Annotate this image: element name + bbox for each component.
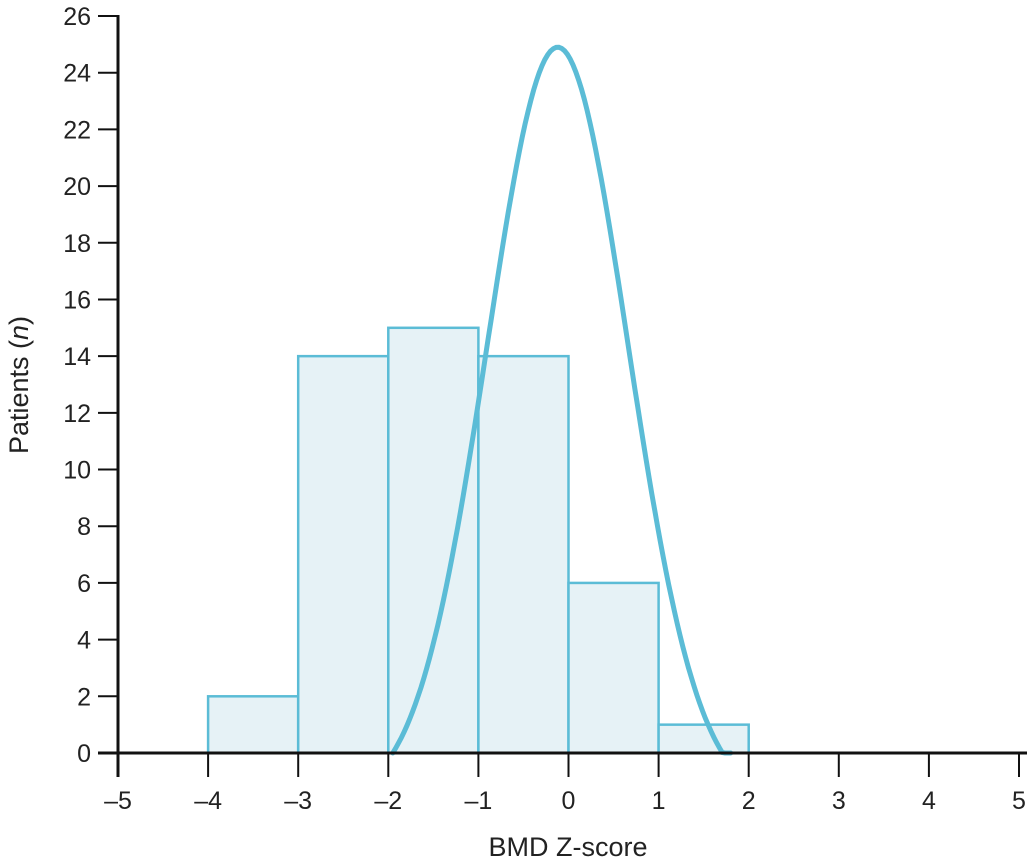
histogram-bars <box>206 326 750 755</box>
y-tick-label: 20 <box>63 173 91 201</box>
y-tick-label: 18 <box>63 230 91 258</box>
y-axis-title-main: Patients ( <box>4 340 34 454</box>
x-axis-title: BMD Z-score <box>488 832 647 862</box>
y-tick-label: 16 <box>63 286 91 314</box>
histogram-bar <box>657 723 750 755</box>
x-tick-label: –2 <box>374 787 402 815</box>
histogram-bar <box>567 581 660 755</box>
y-tick-label: 14 <box>63 343 91 371</box>
y-tick-label: 12 <box>63 400 91 428</box>
y-axis-title-italic: n <box>4 325 34 340</box>
distribution-curve <box>390 44 734 756</box>
y-tick-label: 0 <box>77 740 91 768</box>
x-tick-label: 2 <box>742 787 756 815</box>
histogram-bar <box>206 695 300 755</box>
y-tick-label: 10 <box>63 457 91 485</box>
y-tick-label: 22 <box>63 116 91 144</box>
x-tick-label: 5 <box>1012 787 1026 815</box>
x-tick-label: 4 <box>922 787 936 815</box>
x-tick-label: –3 <box>284 787 312 815</box>
x-tick-label: –5 <box>104 787 132 815</box>
x-tick-label: –1 <box>464 787 492 815</box>
y-axis-title-end: ) <box>4 316 34 325</box>
y-tick-label: 2 <box>77 683 91 711</box>
x-tick-label: 1 <box>652 787 666 815</box>
y-axis-title: Patients (n) <box>4 316 34 454</box>
x-tick-label: 3 <box>832 787 846 815</box>
x-tick-label: –4 <box>194 787 222 815</box>
x-tick-label: 0 <box>562 787 576 815</box>
histogram-bar <box>387 326 480 755</box>
y-tick-label: 4 <box>77 627 91 655</box>
histogram-bar <box>296 354 390 755</box>
y-tick-label: 8 <box>77 513 91 541</box>
y-tick-label: 26 <box>63 3 91 31</box>
y-tick-label: 24 <box>63 60 91 88</box>
y-tick-label: 6 <box>77 570 91 598</box>
x-axis-ticks: –5 –4 –3 –2 –1 0 1 2 3 4 5 <box>104 753 1026 815</box>
histogram-bar <box>477 354 570 755</box>
